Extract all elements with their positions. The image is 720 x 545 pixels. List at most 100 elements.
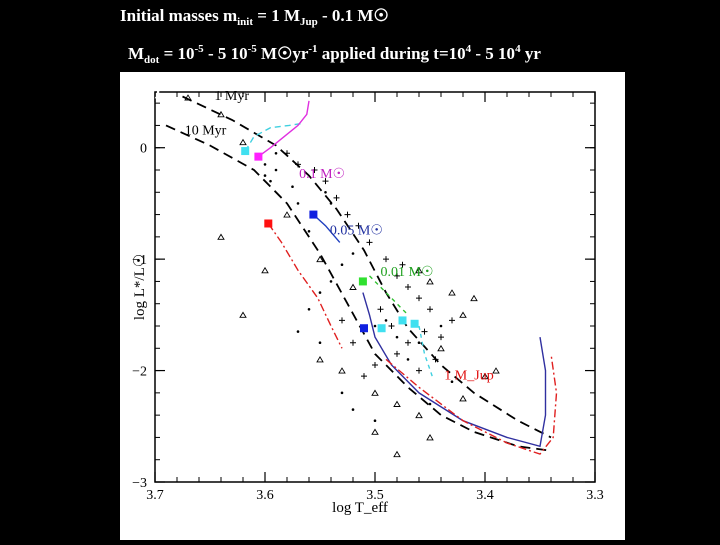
observed-dot xyxy=(274,168,278,172)
evolutionary-track xyxy=(312,214,341,243)
evolutionary-track xyxy=(244,122,304,152)
mass-marker xyxy=(360,324,368,333)
y-axis-label: log L*/L☉ xyxy=(132,254,148,320)
observed-triangle xyxy=(349,283,357,290)
title-masses-sub2: Jup xyxy=(300,16,318,28)
observed-triangle xyxy=(239,138,247,146)
mass-label: 1 M_Jup xyxy=(444,368,493,383)
observed-cross xyxy=(383,256,389,263)
observed-cross xyxy=(355,222,362,229)
mass-marker xyxy=(309,210,318,219)
isochrone-label: 10 Myr xyxy=(185,123,227,138)
evolutionary-track xyxy=(385,353,558,455)
observed-dot xyxy=(296,202,300,205)
mass-marker xyxy=(241,147,250,156)
mdot-c: - 5 10 xyxy=(203,44,248,63)
observed-dot xyxy=(318,291,322,294)
observed-dot xyxy=(263,174,267,177)
observed-cross xyxy=(399,261,406,268)
observed-cross xyxy=(449,317,455,324)
observed-triangle xyxy=(239,311,247,318)
mdot-b: = 10 xyxy=(159,44,195,63)
mass-marker xyxy=(410,319,419,328)
observed-cross xyxy=(416,367,422,374)
observed-cross xyxy=(432,356,439,363)
evolutionary-track xyxy=(267,223,343,349)
observed-dot xyxy=(406,358,410,361)
observed-dot xyxy=(318,341,322,345)
observed-triangle xyxy=(283,211,291,218)
observed-dot xyxy=(324,190,327,194)
observed-cross xyxy=(421,328,428,335)
x-tick-label: 3.3 xyxy=(586,488,604,503)
observed-cross xyxy=(372,362,378,368)
x-tick-label: 3.6 xyxy=(256,488,274,503)
mdot-sup5: 4 xyxy=(515,43,521,55)
observed-triangle xyxy=(393,450,401,458)
title-masses-a: Initial masses m xyxy=(120,6,238,25)
mdot-h: yr xyxy=(520,44,541,63)
title-masses-sub: init xyxy=(237,16,254,28)
hr-diagram-chart: 3.7 3.6 3.5 3.4 3.3 0 −1 −2 −3 log T_eff log L*/L☉… xyxy=(132,89,604,516)
observed-cross xyxy=(284,150,290,157)
observed-cross xyxy=(361,373,367,380)
mass-marker xyxy=(254,152,263,161)
observed-triangle xyxy=(316,255,324,263)
plot-frame xyxy=(154,91,596,483)
observed-dot xyxy=(307,307,311,311)
observed-cross xyxy=(339,317,345,324)
observed-dot xyxy=(384,319,388,322)
mass-label: 0.01 M☉ xyxy=(381,265,434,280)
observed-triangle xyxy=(217,233,225,240)
observed-cross xyxy=(322,178,329,185)
observed-triangle xyxy=(371,428,379,435)
observed-cross xyxy=(416,295,422,302)
x-tick-label: 3.5 xyxy=(366,488,384,503)
observed-triangle xyxy=(492,367,500,374)
observed-dot xyxy=(340,391,344,395)
y-tick-label: −3 xyxy=(132,476,147,491)
observed-cross xyxy=(311,167,318,173)
alpha-label: (α=0) xyxy=(121,80,160,99)
y-tick-label: −2 xyxy=(132,365,147,380)
title-masses-c: - 0.1 M xyxy=(317,6,374,25)
mass-marker xyxy=(358,277,367,286)
observed-cross xyxy=(350,339,356,346)
mdot-sup4: 4 xyxy=(465,43,472,55)
observed-cross xyxy=(405,339,411,346)
mdot-sup2: -5 xyxy=(247,43,257,55)
header-line-2: Mdot = 10-5 - 5 10-5 M☉yr-1 applied duri… xyxy=(128,43,541,66)
mass-label: 0.05 M☉ xyxy=(330,224,383,239)
observed-dot xyxy=(439,324,443,328)
x-axis-label: log T_eff xyxy=(332,500,388,516)
observed-dot xyxy=(296,330,300,333)
mdot-sub: dot xyxy=(144,54,160,66)
observed-cross xyxy=(295,161,301,168)
observed-dot xyxy=(351,408,355,411)
observed-cross xyxy=(427,306,433,313)
observed-dot xyxy=(307,229,311,233)
observed-dot xyxy=(428,402,432,406)
observed-dot xyxy=(395,335,399,339)
observed-dot xyxy=(263,163,267,166)
observed-triangle xyxy=(437,344,445,352)
observed-triangle xyxy=(459,395,467,402)
mass-label: 0.1 M☉ xyxy=(299,167,345,182)
evolutionary-track xyxy=(182,95,552,439)
observed-cross xyxy=(394,272,400,279)
mdot-e: yr xyxy=(292,44,309,63)
x-tick-label: 3.7 xyxy=(146,488,164,503)
x-tick-label: 3.4 xyxy=(476,488,494,503)
observed-cross xyxy=(388,323,395,329)
mass-marker xyxy=(398,316,407,325)
observed-cross xyxy=(366,239,373,246)
sun-symbol-icon: ☉ xyxy=(277,44,293,63)
observed-dot xyxy=(351,252,355,255)
observed-dot xyxy=(274,151,278,155)
observed-cross xyxy=(377,306,384,313)
observed-triangle xyxy=(470,294,478,302)
observed-triangle xyxy=(415,266,423,274)
observed-triangle xyxy=(338,367,346,374)
observed-cross xyxy=(438,334,444,341)
observed-triangle xyxy=(448,289,456,296)
